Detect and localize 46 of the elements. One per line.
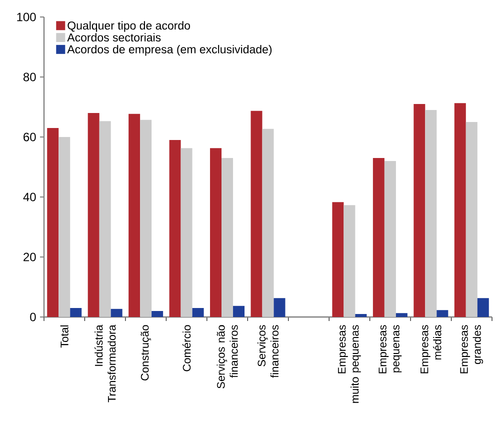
y-tick-label: 20: [24, 252, 36, 262]
legend-label: Qualquer tipo de acordo: [68, 21, 190, 32]
x-tick-label: Comércio: [182, 325, 191, 372]
bar: [140, 120, 152, 317]
bar: [233, 306, 245, 317]
y-tick-label: 80: [23, 72, 36, 82]
legend-label: Acordos de empresa (em exclusividade): [67, 44, 272, 56]
bar: [262, 128, 274, 317]
bar: [332, 202, 344, 317]
bar: [454, 103, 466, 317]
bar: [250, 110, 262, 317]
x-tick-label: Indústria Transformadora: [94, 324, 116, 402]
bar: [384, 161, 396, 317]
bar: [222, 158, 234, 317]
y-tick-label: 0: [30, 312, 36, 322]
bar: [110, 308, 122, 317]
bar: [169, 140, 181, 317]
bar: [396, 313, 408, 317]
bar: [58, 136, 70, 317]
y-tick-label: 60: [24, 132, 36, 142]
legend-label: Acordos sectoriais: [67, 33, 161, 42]
bar: [414, 104, 426, 317]
x-tick-label: Total: [60, 325, 68, 348]
bar: [180, 148, 192, 317]
bar: [152, 311, 164, 317]
bar: [128, 114, 140, 317]
bar: [425, 110, 437, 317]
x-tick-label: Serviços não financeiros: [216, 325, 238, 388]
bar: [436, 310, 448, 317]
x-tick-label: Empresas pequenas: [378, 325, 402, 374]
bar: [70, 308, 82, 317]
bar: [99, 121, 111, 317]
bar: [355, 314, 367, 317]
bar: [466, 122, 478, 317]
bar: [344, 205, 356, 317]
y-tick-label: 40: [23, 192, 36, 202]
x-tick-label: Construção: [140, 325, 151, 380]
y-tick-label: 100: [17, 12, 36, 22]
bar: [372, 158, 384, 317]
bar: [88, 112, 100, 317]
bar: [274, 298, 286, 317]
bar: [192, 308, 204, 317]
bar: [47, 128, 59, 317]
x-tick-label: Empresas muito pequenas: [338, 325, 361, 403]
bar: [210, 148, 222, 317]
bar: [477, 298, 489, 317]
